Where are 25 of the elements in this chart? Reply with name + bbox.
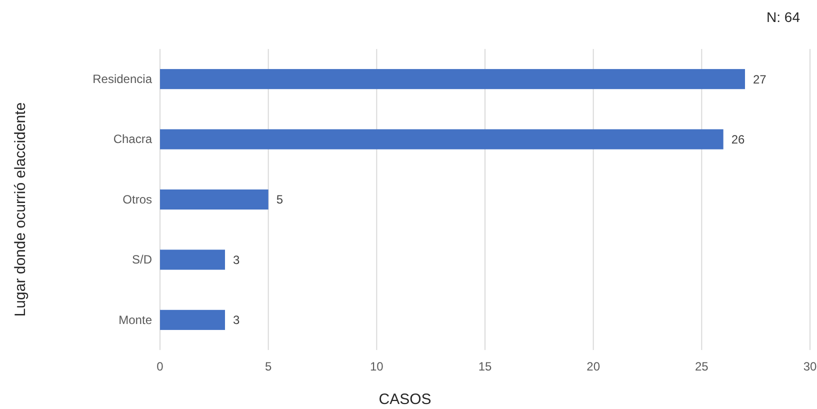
x-tick-label: 10: [370, 360, 384, 374]
y-tick-label: Residencia: [92, 72, 152, 86]
text: N: 64: [766, 9, 800, 25]
bar: [160, 189, 268, 210]
bar: [160, 69, 745, 90]
y-tick-label: Monte: [118, 312, 152, 327]
x-tick-label: 30: [803, 360, 817, 374]
y-tick-label: S/D: [132, 252, 152, 267]
x-tick-label: 25: [694, 360, 709, 374]
y-axis-title: Lugar donde ocurrió elaccidente: [12, 102, 29, 317]
data-label: 27: [753, 72, 767, 86]
x-tick-label: 0: [156, 360, 164, 374]
bar: [160, 310, 225, 330]
data-label: 26: [731, 132, 746, 146]
y-tick-label: Otros: [122, 192, 152, 206]
data-label: 3: [233, 252, 240, 267]
x-tick-label: 5: [264, 360, 272, 374]
bar: [160, 250, 225, 270]
x-tick-label: 15: [478, 360, 492, 374]
y-tick-label: Chacra: [113, 132, 152, 146]
x-axis-title: CASOS: [378, 391, 432, 408]
data-label: 3: [233, 313, 240, 328]
bar: [160, 129, 724, 150]
data-label: 5: [276, 192, 284, 207]
x-tick-label: 20: [586, 360, 600, 374]
